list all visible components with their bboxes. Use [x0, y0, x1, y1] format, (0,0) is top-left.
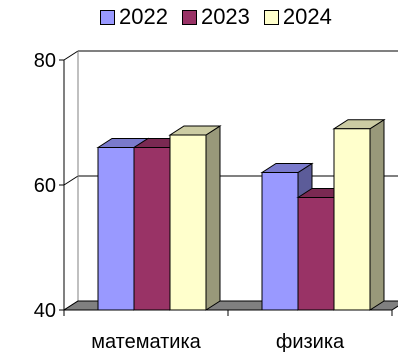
bar-2024-1-side [369, 118, 385, 311]
bar-2024-1 [333, 128, 371, 311]
legend-swatch-2023 [181, 9, 197, 25]
legend-label-2023: 2023 [200, 4, 250, 29]
legend-item-2023: 2023 [181, 4, 250, 30]
y-tick-label-40: 40 [34, 300, 56, 322]
gridline-diag-60 [63, 175, 79, 186]
y-tick-label-80: 80 [34, 50, 56, 72]
bar-2022-0 [97, 147, 135, 311]
bar-2023-0 [133, 147, 171, 311]
legend-label-2024: 2024 [282, 4, 332, 29]
legend-swatch-2022 [100, 9, 115, 25]
legend-swatch-2024 [263, 9, 279, 25]
bar-2022-1 [261, 172, 299, 311]
legend-item-2024: 2024 [263, 4, 332, 30]
legend-item-2022: 2022 [100, 4, 168, 30]
y-tick-label-60: 60 [34, 175, 56, 197]
bar-2023-1 [297, 197, 335, 311]
x-tick-label-1: физика [276, 331, 345, 353]
legend-label-2022: 2022 [119, 4, 168, 29]
bar-2024-0 [169, 134, 207, 311]
bar-2024-0-side [205, 125, 221, 311]
chart-legend: 2022 2023 2024 [100, 4, 332, 30]
x-tick-label-0: математика [91, 331, 201, 353]
gridline-diag-80 [63, 50, 79, 61]
